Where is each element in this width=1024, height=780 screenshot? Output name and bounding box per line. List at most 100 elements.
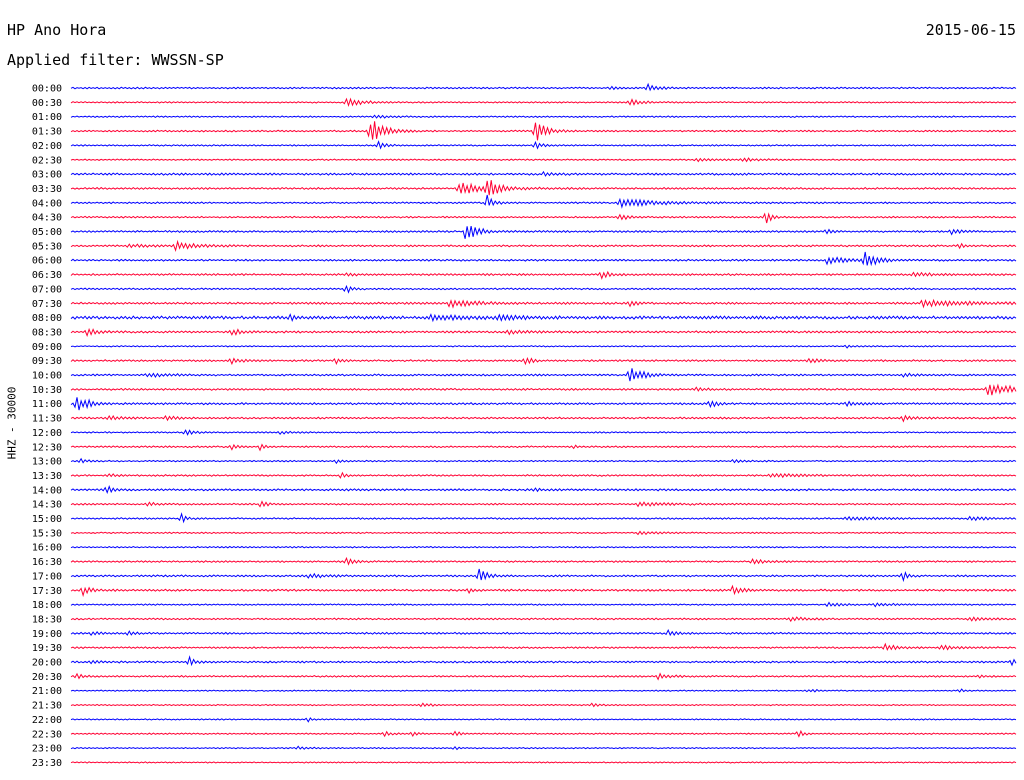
- time-tick-label: 16:00: [32, 543, 62, 554]
- seismic-trace: [70, 584, 1017, 598]
- seismic-trace: [70, 545, 1017, 549]
- station-title: HP Ano Hora: [7, 21, 107, 39]
- seismic-trace: [70, 530, 1017, 536]
- seismic-trace: [70, 761, 1017, 764]
- seismic-trace: [70, 368, 1017, 382]
- time-tick-label: 06:00: [32, 256, 62, 267]
- time-tick-label: 22:30: [32, 729, 62, 740]
- seismic-trace: [70, 114, 1017, 119]
- time-tick-label: 18:00: [32, 600, 62, 611]
- seismic-trace: [70, 745, 1017, 751]
- seismic-trace: [70, 642, 1017, 651]
- time-tick-label: 15:30: [32, 528, 62, 539]
- time-tick-label: 01:30: [32, 127, 62, 138]
- time-tick-label: 17:30: [32, 586, 62, 597]
- time-tick-label: 13:00: [32, 457, 62, 468]
- time-tick-label: 13:30: [32, 471, 62, 482]
- time-tick-label: 03:30: [32, 184, 62, 195]
- seismic-trace: [70, 357, 1017, 366]
- time-tick-label: 03:00: [32, 170, 62, 181]
- time-tick-label: 10:00: [32, 371, 62, 382]
- time-tick-label: 07:30: [32, 299, 62, 310]
- time-tick-label: 16:30: [32, 557, 62, 568]
- seismic-trace: [70, 414, 1017, 423]
- time-tick-label: 05:30: [32, 241, 62, 252]
- seismic-trace: [70, 655, 1017, 667]
- filter-label: Applied filter: WWSSN-SP: [7, 51, 224, 69]
- time-tick-label: 00:30: [32, 98, 62, 109]
- seismic-trace: [70, 180, 1017, 196]
- seismic-trace: [70, 568, 1017, 583]
- time-tick-label: 20:00: [32, 658, 62, 669]
- seismic-trace: [70, 512, 1017, 524]
- seismic-trace: [70, 556, 1017, 566]
- seismic-trace: [70, 397, 1017, 411]
- time-tick-label: 08:30: [32, 327, 62, 338]
- seismic-trace: [70, 500, 1017, 508]
- seismic-trace: [70, 601, 1017, 608]
- time-tick-label: 06:30: [32, 270, 62, 281]
- seismic-trace: [70, 616, 1017, 623]
- time-tick-label: 21:30: [32, 701, 62, 712]
- time-tick-label: 04:30: [32, 213, 62, 224]
- time-tick-label: 17:00: [32, 571, 62, 582]
- seismic-trace: [70, 327, 1017, 338]
- seismic-trace: [70, 688, 1017, 693]
- seismic-trace: [70, 97, 1017, 108]
- seismic-trace: [70, 270, 1017, 280]
- seismic-trace: [70, 121, 1017, 141]
- seismic-trace: [70, 344, 1017, 349]
- seismic-trace: [70, 443, 1017, 452]
- seismic-trace: [70, 672, 1017, 681]
- time-tick-label: 18:30: [32, 614, 62, 625]
- seismic-trace: [70, 628, 1017, 637]
- seismic-trace: [70, 194, 1017, 209]
- time-tick-label: 23:00: [32, 744, 62, 755]
- seismic-trace: [70, 239, 1017, 252]
- date-label: 2015-06-15: [925, 21, 1016, 39]
- seismic-trace: [70, 82, 1017, 92]
- time-tick-label: 10:30: [32, 385, 62, 396]
- time-tick-label: 11:00: [32, 399, 62, 410]
- seismic-trace: [70, 729, 1017, 738]
- time-tick-label: 04:00: [32, 198, 62, 209]
- time-tick-label: 11:30: [32, 414, 62, 425]
- time-tick-label: 14:30: [32, 500, 62, 511]
- seismic-trace: [70, 471, 1017, 479]
- seismic-trace: [70, 383, 1017, 396]
- seismic-trace: [70, 226, 1017, 239]
- time-tick-label: 09:30: [32, 356, 62, 367]
- seismic-trace: [70, 140, 1017, 150]
- seismic-trace: [70, 429, 1017, 436]
- seismic-trace: [70, 485, 1017, 495]
- seismic-trace: [70, 157, 1017, 163]
- time-tick-label: 02:30: [32, 155, 62, 166]
- seismic-trace: [70, 702, 1017, 708]
- seismic-trace: [70, 251, 1017, 267]
- seismic-trace: [70, 457, 1017, 465]
- seismic-trace: [70, 717, 1017, 723]
- time-tick-label: 12:00: [32, 428, 62, 439]
- seismic-trace: [70, 313, 1017, 323]
- time-tick-label: 19:00: [32, 629, 62, 640]
- seismic-trace: [70, 298, 1017, 309]
- time-tick-label: 09:00: [32, 342, 62, 353]
- time-tick-label: 08:00: [32, 313, 62, 324]
- time-tick-label: 05:00: [32, 227, 62, 238]
- time-tick-label: 15:00: [32, 514, 62, 525]
- seismic-trace: [70, 284, 1017, 294]
- time-tick-label: 20:30: [32, 672, 62, 683]
- time-tick-label: 07:00: [32, 284, 62, 295]
- seismic-trace: [70, 212, 1017, 224]
- seismic-trace: [70, 170, 1017, 177]
- time-tick-label: 00:00: [32, 84, 62, 95]
- time-tick-label: 22:00: [32, 715, 62, 726]
- time-tick-label: 01:00: [32, 112, 62, 123]
- time-tick-label: 12:30: [32, 442, 62, 453]
- time-tick-label: 19:30: [32, 643, 62, 654]
- time-tick-label: 23:30: [32, 758, 62, 769]
- time-tick-label: 21:00: [32, 686, 62, 697]
- time-tick-label: 14:00: [32, 485, 62, 496]
- time-tick-label: 02:00: [32, 141, 62, 152]
